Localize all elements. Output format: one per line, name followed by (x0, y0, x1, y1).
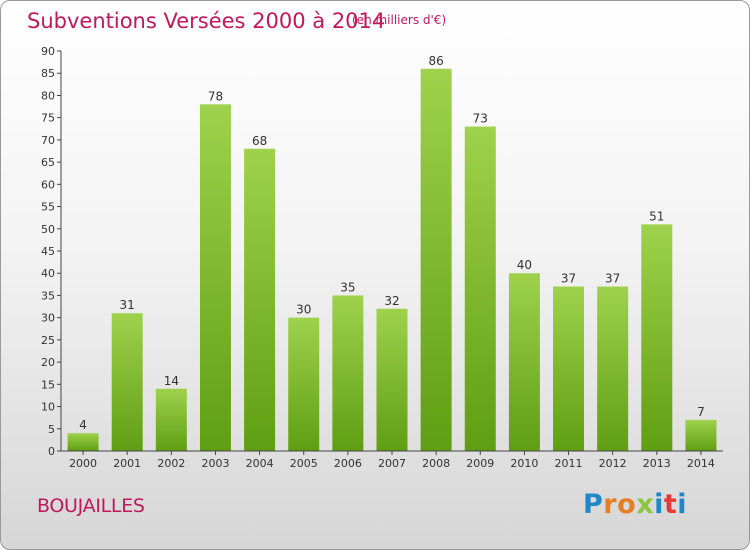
bar-2009 (464, 126, 496, 452)
y-tick-label: 45 (41, 245, 55, 258)
value-label-2013: 51 (649, 209, 664, 223)
bar-2003 (199, 104, 231, 451)
value-label-2000: 4 (79, 418, 87, 432)
value-label-2008: 86 (428, 54, 443, 68)
bar-2002 (155, 388, 187, 451)
bar-2004 (244, 148, 276, 451)
bar-2007 (376, 308, 408, 451)
y-tick-label: 80 (41, 89, 55, 102)
bar-2001 (111, 313, 143, 451)
x-tick-label-2004: 2004 (246, 457, 274, 470)
y-tick-label: 25 (41, 334, 55, 347)
y-tick-label: 75 (41, 112, 55, 125)
value-label-2007: 32 (384, 294, 399, 308)
bar-2008 (420, 68, 452, 452)
chart-title: Subventions Versées 2000 à 2014 (27, 9, 386, 33)
commune-name: BOUJAILLES (37, 495, 145, 517)
proxiti-logo[interactable]: Proxiti (583, 489, 688, 520)
y-tick-label: 15 (41, 378, 55, 391)
bar-2011 (553, 286, 585, 451)
y-tick-label: 90 (41, 45, 55, 58)
value-label-2006: 35 (340, 280, 355, 294)
value-label-2014: 7 (697, 405, 705, 419)
y-tick-label: 5 (48, 423, 55, 436)
bar-2010 (508, 273, 540, 451)
x-tick-label-2013: 2013 (643, 457, 671, 470)
y-tick-label: 85 (41, 67, 55, 80)
value-label-2009: 73 (473, 112, 488, 126)
bar-2014 (685, 419, 717, 451)
value-label-2012: 37 (605, 272, 620, 286)
x-tick-label-2012: 2012 (599, 457, 627, 470)
x-tick-label-2007: 2007 (378, 457, 406, 470)
bar-2000 (67, 433, 99, 451)
x-tick-label-2000: 2000 (69, 457, 97, 470)
bar-2005 (288, 317, 320, 451)
value-label-2011: 37 (561, 272, 576, 286)
value-label-2003: 78 (208, 89, 223, 103)
chart-subtitle: (en milliers d'€) (352, 13, 447, 27)
value-label-2002: 14 (164, 374, 179, 388)
x-tick-label-2005: 2005 (290, 457, 318, 470)
y-tick-label: 60 (41, 178, 55, 191)
x-tick-label-2003: 2003 (201, 457, 229, 470)
value-label-2004: 68 (252, 134, 267, 148)
y-tick-label: 0 (48, 445, 55, 458)
y-tick-label: 40 (41, 267, 55, 280)
bar-2013 (641, 224, 673, 451)
y-tick-label: 35 (41, 289, 55, 302)
value-label-2010: 40 (517, 258, 532, 272)
bar-2012 (597, 286, 629, 451)
y-tick-label: 50 (41, 223, 55, 236)
x-tick-label-2010: 2010 (510, 457, 538, 470)
y-tick-label: 55 (41, 201, 55, 214)
x-tick-label-2011: 2011 (555, 457, 583, 470)
x-tick-label-2008: 2008 (422, 457, 450, 470)
x-tick-label-2014: 2014 (687, 457, 715, 470)
x-tick-label-2006: 2006 (334, 457, 362, 470)
x-tick-label-2001: 2001 (113, 457, 141, 470)
value-label-2005: 30 (296, 303, 311, 317)
y-tick-label: 10 (41, 401, 55, 414)
x-tick-label-2009: 2009 (466, 457, 494, 470)
y-tick-label: 30 (41, 312, 55, 325)
y-tick-label: 70 (41, 134, 55, 147)
bar-2006 (332, 295, 364, 451)
x-tick-label-2002: 2002 (157, 457, 185, 470)
value-label-2001: 31 (120, 298, 135, 312)
y-tick-label: 20 (41, 356, 55, 369)
y-tick-label: 65 (41, 156, 55, 169)
